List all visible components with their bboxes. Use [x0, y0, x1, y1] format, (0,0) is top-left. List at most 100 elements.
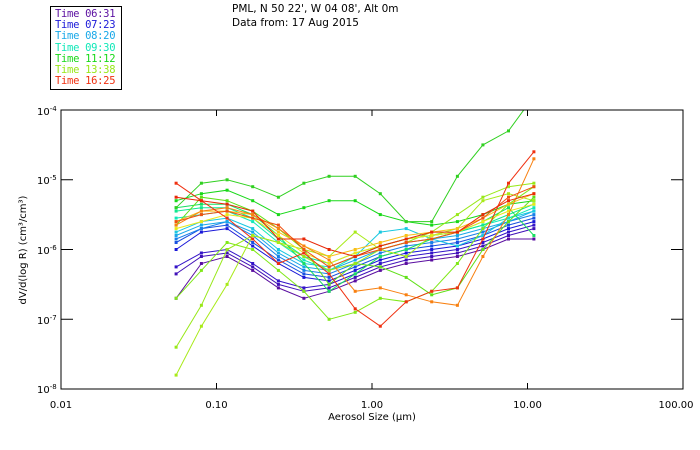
- data-point: [507, 185, 510, 189]
- data-point: [327, 286, 331, 290]
- data-point: [327, 275, 331, 279]
- data-point: [507, 237, 510, 241]
- data-point: [225, 213, 229, 217]
- data-point: [481, 223, 485, 227]
- y-tick-label: 10-4: [37, 105, 57, 118]
- data-point: [430, 237, 434, 241]
- data-point: [199, 230, 203, 234]
- data-point: [404, 244, 408, 248]
- data-point: [532, 209, 536, 213]
- data-point: [327, 282, 331, 286]
- data-point: [174, 223, 178, 227]
- data-point: [199, 192, 203, 196]
- data-point: [430, 258, 434, 262]
- data-point: [225, 282, 229, 286]
- data-point: [251, 268, 255, 272]
- data-point: [404, 248, 408, 251]
- data-point: [532, 181, 536, 185]
- data-point: [302, 206, 306, 210]
- chart-header: PML, N 50 22', W 04 08', Alt 0m Data fro…: [232, 2, 399, 30]
- data-point: [481, 195, 485, 199]
- data-point: [353, 310, 357, 314]
- data-point: [507, 192, 510, 196]
- data-point: [199, 303, 203, 307]
- data-point: [481, 227, 485, 231]
- data-point: [327, 258, 331, 262]
- legend-item-0930: Time 09:30: [55, 41, 116, 54]
- data-point: [455, 241, 459, 244]
- data-point: [199, 227, 203, 231]
- data-point: [302, 248, 306, 251]
- data-point: [378, 258, 382, 262]
- data-point: [481, 213, 485, 217]
- data-point: [404, 255, 408, 258]
- data-point: [174, 195, 178, 199]
- data-point: [302, 289, 306, 293]
- data-point: [532, 199, 536, 203]
- data-point: [532, 213, 536, 217]
- data-point: [404, 258, 408, 262]
- data-point: [174, 220, 178, 224]
- data-point: [430, 241, 434, 244]
- data-point: [225, 199, 229, 203]
- data-point: [199, 199, 203, 203]
- data-point: [225, 220, 229, 224]
- data-point: [199, 181, 203, 185]
- x-tick-label: 100.00: [659, 400, 694, 411]
- data-point: [455, 251, 459, 255]
- ticks-layer: [60, 109, 684, 390]
- data-point: [225, 248, 229, 251]
- data-point: [378, 244, 382, 248]
- data-point: [327, 265, 331, 269]
- data-point: [378, 255, 382, 258]
- data-point: [199, 255, 203, 258]
- data-point: [276, 234, 280, 237]
- data-point: [481, 241, 485, 244]
- data-point: [174, 199, 178, 203]
- data-point: [353, 258, 357, 262]
- data-point: [174, 248, 178, 251]
- data-point: [481, 248, 485, 251]
- data-point: [225, 241, 229, 244]
- data-point: [225, 255, 229, 258]
- data-point: [302, 237, 306, 241]
- data-point: [481, 244, 485, 248]
- data-point: [378, 324, 382, 328]
- data-point: [455, 255, 459, 258]
- data-point: [327, 268, 331, 272]
- data-point: [353, 174, 357, 178]
- data-point: [199, 195, 203, 199]
- x-tick-label: 1.00: [361, 400, 383, 411]
- legend-item-1112: Time 11:12: [55, 52, 116, 65]
- data-point: [225, 209, 229, 213]
- data-point: [353, 251, 357, 255]
- data-point: [225, 251, 229, 255]
- data-point: [378, 213, 382, 217]
- data-point: [327, 272, 331, 276]
- data-point: [174, 272, 178, 276]
- data-point: [481, 220, 485, 224]
- data-point: [174, 227, 178, 231]
- series-layer: [174, 110, 536, 377]
- data-point: [507, 202, 510, 206]
- data-point: [455, 227, 459, 231]
- data-point: [276, 279, 280, 283]
- data-point: [174, 296, 178, 300]
- svg-text:10-7: 10-7: [37, 314, 57, 327]
- data-point: [481, 230, 485, 234]
- data-point: [532, 150, 536, 154]
- data-point: [327, 199, 331, 203]
- data-point: [404, 262, 408, 265]
- data-point: [481, 255, 485, 258]
- data-point: [455, 262, 459, 265]
- data-point: [327, 248, 331, 251]
- data-point: [276, 282, 280, 286]
- data-point: [302, 181, 306, 185]
- data-point: [532, 234, 536, 237]
- data-point: [251, 230, 255, 234]
- data-point: [430, 244, 434, 248]
- data-point: [532, 216, 536, 220]
- x-axis-title: Aerosol Size (µm): [328, 412, 416, 423]
- data-point: [481, 199, 485, 203]
- data-point: [199, 262, 203, 265]
